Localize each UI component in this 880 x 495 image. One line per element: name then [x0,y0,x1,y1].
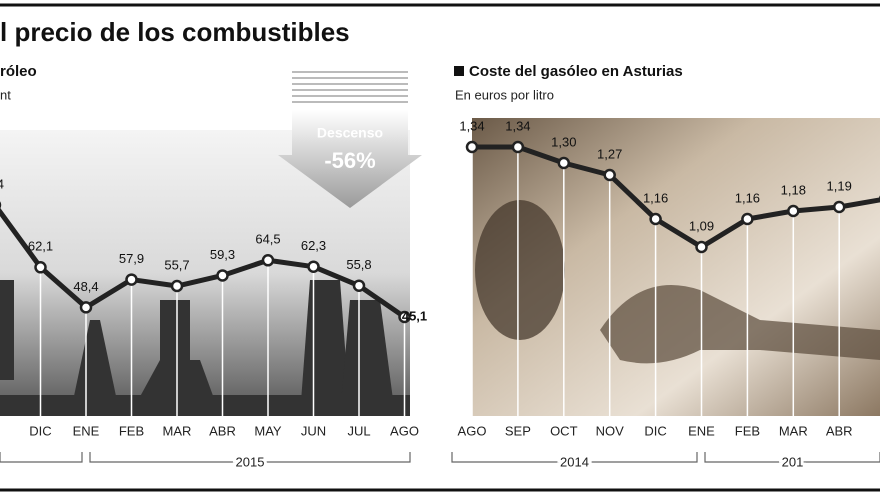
chart-subtitle: En euros por litro [455,87,554,102]
data-point [34,261,47,274]
data-label: 1,09 [689,218,714,233]
data-label: 1,27 [597,146,622,161]
data-point [307,260,320,273]
data-label: 48,4 [73,279,98,294]
chart-title: Coste del gasóleo en Asturias [469,63,683,80]
x-tick-label: AGO [390,423,419,438]
x-tick-label: MAR [163,423,192,438]
data-point [261,254,275,267]
data-label: 3,4 [0,176,4,191]
x-tick-label: AGO [458,423,487,438]
pumpjacks [0,280,410,416]
data-label: 62,1 [28,239,53,254]
data-label: 62,3 [301,238,326,253]
x-tick-label: NOV [596,423,625,438]
data-point [649,212,662,226]
page-title: l precio de los combustibles [0,17,350,47]
data-point [398,310,411,324]
x-tick-label: ABR [826,423,853,438]
data-label: 57,9 [119,251,144,266]
year-bracket [451,452,698,463]
data-label: 55,7 [164,257,189,272]
descent-arrow [278,71,422,208]
data-label: 1,18 [781,182,806,197]
data-label: 1,19 [827,178,852,193]
data-label: 1,34 [459,118,484,133]
x-tick-label: FEB [735,423,760,438]
data-label: 64,5 [255,232,280,247]
x-tick-label: ENE [688,423,715,438]
data-point [125,273,138,286]
data-label: 1,30 [551,134,576,149]
data-point [557,156,571,170]
year-bracket [89,452,411,463]
data-line [472,144,880,250]
x-tick-label: DIC [644,423,666,438]
x-tick-label: ABR [209,423,236,438]
data-point [787,204,800,218]
data-point [603,168,616,182]
data-label: 55,8 [346,257,371,272]
data-point [465,140,479,154]
year-label: 2014 [560,454,589,469]
x-tick-label: FEB [119,423,144,438]
x-tick-label: MAR [779,423,808,438]
data-point [352,279,366,292]
data-label: 1,34 [505,118,530,133]
data-label: 45,1 [402,308,427,323]
x-tick-label: MAY [254,423,282,438]
data-label: 1,16 [735,190,760,205]
chart-title: róleo [0,63,37,80]
data-point [170,279,184,293]
year-label: 2015 [236,454,265,469]
annotation-value: -56% [324,148,375,173]
data-label: 1,16 [643,190,668,205]
data-point [216,269,229,282]
annotation-label: Descenso [317,125,383,141]
data-point [741,212,754,226]
data-point [79,301,93,314]
x-tick-label: JUN [301,423,326,438]
fuel-nozzle [475,200,880,364]
x-tick-label: SEP [505,423,531,438]
data-point [832,200,846,214]
year-bracket [704,452,880,463]
x-tick-label: DIC [29,423,51,438]
x-tick-label: JUL [347,423,370,438]
data-point [695,240,708,254]
data-line [0,207,406,320]
data-point [511,140,525,154]
x-tick-label: OCT [550,423,578,438]
x-tick-label: ENE [73,423,100,438]
year-bracket [0,452,83,463]
chart-subtitle: nt [0,87,11,102]
title-bullet [454,66,464,76]
year-label: 201 [782,454,804,469]
data-label: 59,3 [210,247,235,262]
